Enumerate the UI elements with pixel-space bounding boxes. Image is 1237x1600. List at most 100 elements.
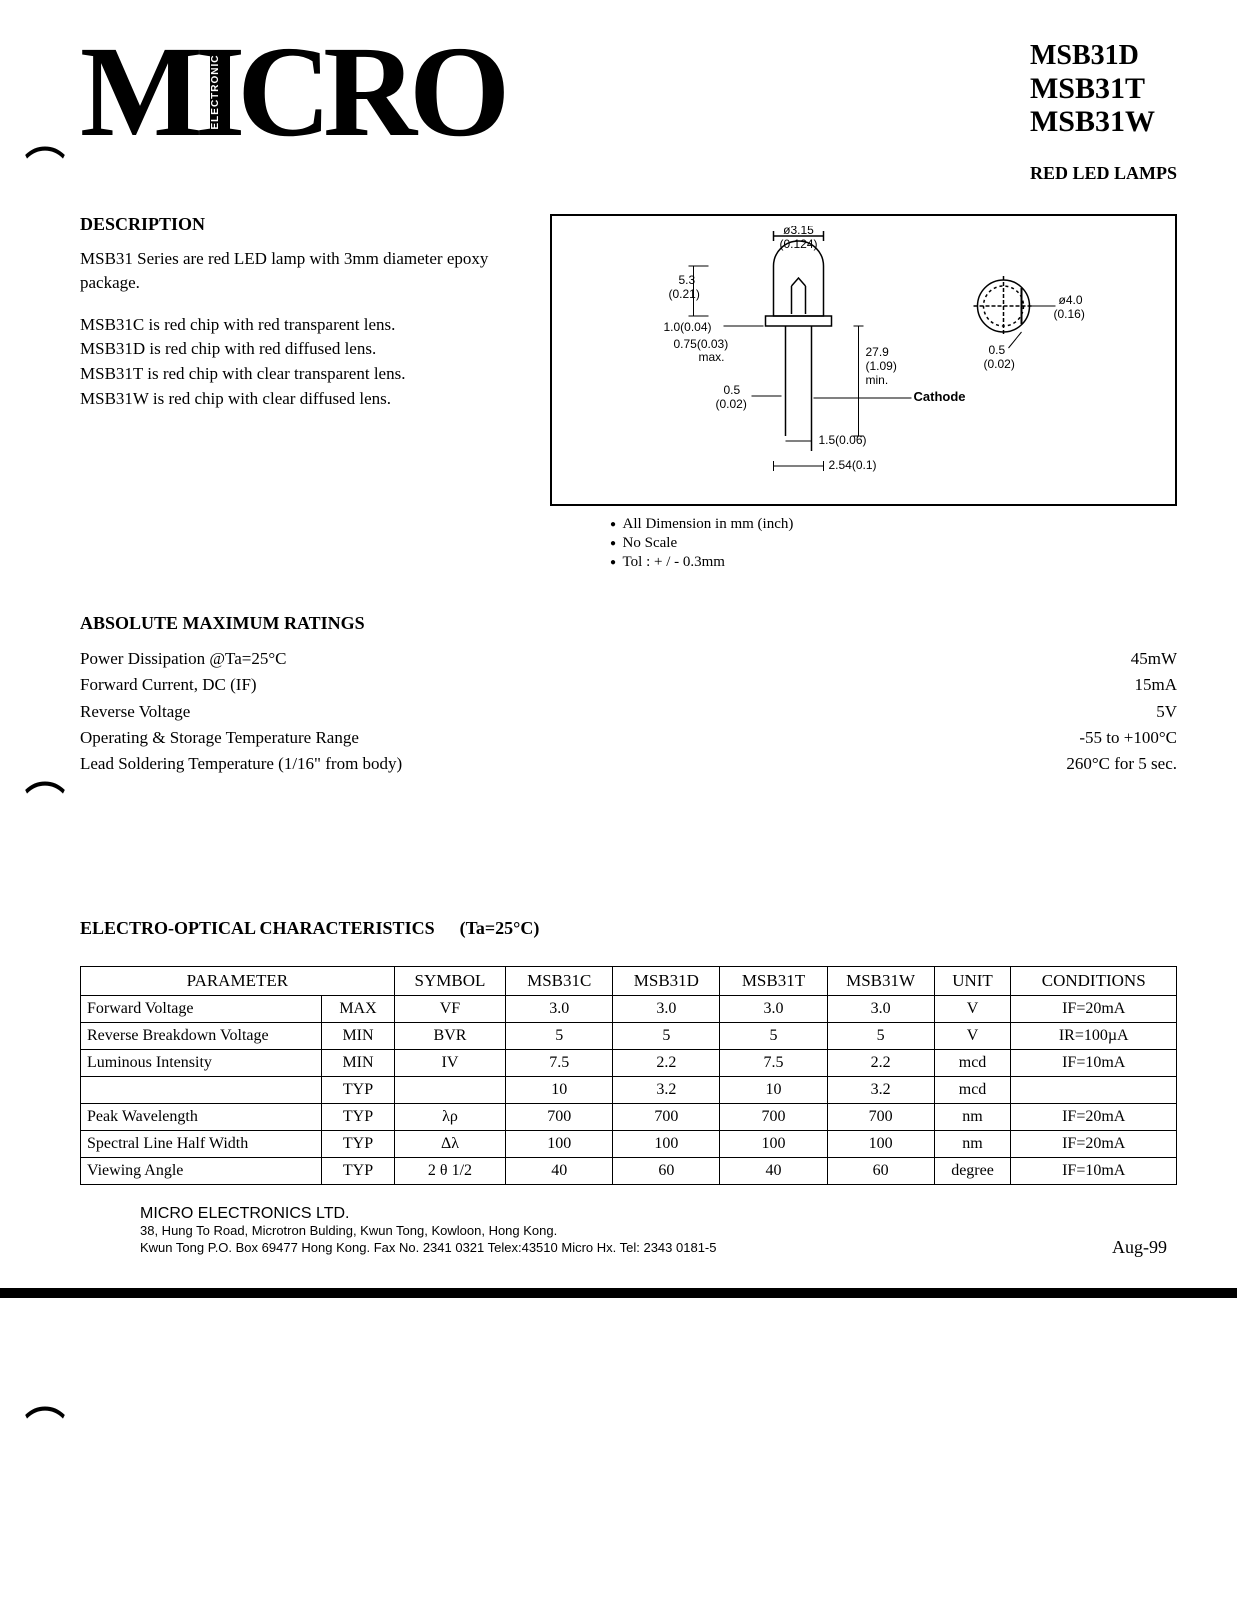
cell-value: 100 xyxy=(827,1130,934,1157)
scan-mark: ⌒ xyxy=(25,770,65,828)
logo-text: M I ELECTRONIC C R O xyxy=(80,40,502,144)
cell-value: 100 xyxy=(613,1130,720,1157)
dim-label: ø4.0 xyxy=(1059,293,1083,307)
table-row: Viewing AngleTYP2 θ 1/240604060degreeIF=… xyxy=(81,1157,1177,1184)
dim-label: 27.9 xyxy=(866,345,890,359)
cell-param xyxy=(81,1076,322,1103)
amr-rows: Power Dissipation @Ta=25°C 45mW Forward … xyxy=(80,646,1177,778)
amr-value: 260°C for 5 sec. xyxy=(1066,751,1177,777)
cell-symbol: BVR xyxy=(394,1022,505,1049)
amr-value: 15mA xyxy=(1135,672,1178,698)
variant-line: MSB31C is red chip with red transparent … xyxy=(80,313,530,338)
cell-symbol xyxy=(394,1076,505,1103)
diagram-note: Tol : + / - 0.3mm xyxy=(610,554,1177,571)
cell-unit: nm xyxy=(934,1130,1011,1157)
cell-value: 3.0 xyxy=(827,995,934,1022)
logo: M I ELECTRONIC C R O xyxy=(80,40,502,144)
cell-value: 3.2 xyxy=(827,1076,934,1103)
absolute-maximum-ratings: ABSOLUTE MAXIMUM RATINGS Power Dissipati… xyxy=(80,613,1177,778)
cell-symbol: Δλ xyxy=(394,1130,505,1157)
cell-cond: IR=100µA xyxy=(1011,1022,1177,1049)
cell-value: 40 xyxy=(720,1157,827,1184)
cell-cond: IF=10mA xyxy=(1011,1157,1177,1184)
amr-value: 5V xyxy=(1156,699,1177,725)
variant-line: MSB31W is red chip with clear diffused l… xyxy=(80,387,530,412)
logo-vertical-label: ELECTRONIC xyxy=(212,55,220,130)
bottom-bar xyxy=(0,1288,1237,1298)
col-symbol: SYMBOL xyxy=(394,966,505,995)
scan-mark: ⌒ xyxy=(25,1395,65,1453)
cell-value: 10 xyxy=(506,1076,613,1103)
cell-cond xyxy=(1011,1076,1177,1103)
description-intro: MSB31 Series are red LED lamp with 3mm d… xyxy=(80,247,530,295)
dim-label: (0.21) xyxy=(669,287,700,301)
part-number-faded: MSB31D xyxy=(1030,40,1177,72)
electro-optical-characteristics: ELECTRO-OPTICAL CHARACTERISTICS (Ta=25°C… xyxy=(80,918,1177,1185)
cell-limit: TYP xyxy=(322,1157,394,1184)
eoc-condition: (Ta=25°C) xyxy=(460,918,540,939)
cell-unit: V xyxy=(934,1022,1011,1049)
amr-label: Power Dissipation @Ta=25°C xyxy=(80,646,1131,672)
description-column: DESCRIPTION MSB31 Series are red LED lam… xyxy=(80,214,530,573)
cell-limit: TYP xyxy=(322,1076,394,1103)
cell-value: 3.0 xyxy=(506,995,613,1022)
amr-row: Forward Current, DC (IF) 15mA xyxy=(80,672,1177,698)
eoc-table-body: Forward VoltageMAXVF3.03.03.03.0VIF=20mA… xyxy=(81,995,1177,1184)
col-msb31d: MSB31D xyxy=(613,966,720,995)
logo-letter: R xyxy=(323,40,409,144)
dim-label: 0.5 xyxy=(724,383,741,397)
dim-label: 0.75(0.03) xyxy=(674,337,729,351)
cell-value: 2.2 xyxy=(827,1049,934,1076)
footer-company: MICRO ELECTRONICS LTD. xyxy=(140,1205,1177,1223)
amr-label: Forward Current, DC (IF) xyxy=(80,672,1135,698)
package-diagram: ø3.15 (0.124) 5.3 (0.21) 1.0(0.04) 0.75(… xyxy=(550,214,1177,506)
cell-symbol: λρ xyxy=(394,1103,505,1130)
cell-value: 5 xyxy=(827,1022,934,1049)
col-msb31c: MSB31C xyxy=(506,966,613,995)
diagram-note: All Dimension in mm (inch) xyxy=(610,516,1177,533)
eoc-title: ELECTRO-OPTICAL CHARACTERISTICS xyxy=(80,918,435,939)
dim-label: (1.09) xyxy=(866,359,897,373)
amr-title: ABSOLUTE MAXIMUM RATINGS xyxy=(80,613,1177,634)
amr-label: Operating & Storage Temperature Range xyxy=(80,725,1079,751)
variant-line: MSB31T is red chip with clear transparen… xyxy=(80,362,530,387)
amr-row: Reverse Voltage 5V xyxy=(80,699,1177,725)
description-text: MSB31 Series are red LED lamp with 3mm d… xyxy=(80,247,530,295)
amr-label: Reverse Voltage xyxy=(80,699,1156,725)
cathode-label: Cathode xyxy=(914,389,966,404)
table-row: Luminous IntensityMINIV7.52.27.52.2mcdIF… xyxy=(81,1049,1177,1076)
cell-value: 5 xyxy=(506,1022,613,1049)
col-parameter: PARAMETER xyxy=(81,966,395,995)
dim-label: 1.5(0.06) xyxy=(819,433,867,447)
cell-value: 60 xyxy=(827,1157,934,1184)
cell-param: Luminous Intensity xyxy=(81,1049,322,1076)
cell-unit: nm xyxy=(934,1103,1011,1130)
cell-value: 700 xyxy=(613,1103,720,1130)
cell-limit: MAX xyxy=(322,995,394,1022)
cell-value: 7.5 xyxy=(720,1049,827,1076)
cell-limit: TYP xyxy=(322,1103,394,1130)
cell-value: 700 xyxy=(827,1103,934,1130)
dim-label: (0.02) xyxy=(716,397,747,411)
table-row: Spectral Line Half WidthTYPΔλ10010010010… xyxy=(81,1130,1177,1157)
amr-value: 45mW xyxy=(1131,646,1177,672)
dim-label: min. xyxy=(866,373,889,387)
dim-label: (0.16) xyxy=(1054,307,1085,321)
cell-param: Forward Voltage xyxy=(81,995,322,1022)
cell-value: 10 xyxy=(720,1076,827,1103)
col-msb31t: MSB31T xyxy=(720,966,827,995)
amr-label: Lead Soldering Temperature (1/16" from b… xyxy=(80,751,1066,777)
amr-value: -55 to +100°C xyxy=(1079,725,1177,751)
eoc-title-row: ELECTRO-OPTICAL CHARACTERISTICS (Ta=25°C… xyxy=(80,918,1177,951)
table-row: TYP103.2103.2mcd xyxy=(81,1076,1177,1103)
cell-unit: V xyxy=(934,995,1011,1022)
cell-unit: degree xyxy=(934,1157,1011,1184)
dim-label: 1.0(0.04) xyxy=(664,320,712,334)
cell-unit: mcd xyxy=(934,1049,1011,1076)
cell-value: 7.5 xyxy=(506,1049,613,1076)
variant-line: MSB31D is red chip with red diffused len… xyxy=(80,337,530,362)
part-numbers: MSB31D MSB31T MSB31W RED LED LAMPS xyxy=(1030,40,1177,184)
col-conditions: CONDITIONS xyxy=(1011,966,1177,995)
cell-param: Reverse Breakdown Voltage xyxy=(81,1022,322,1049)
cell-cond: IF=10mA xyxy=(1011,1049,1177,1076)
